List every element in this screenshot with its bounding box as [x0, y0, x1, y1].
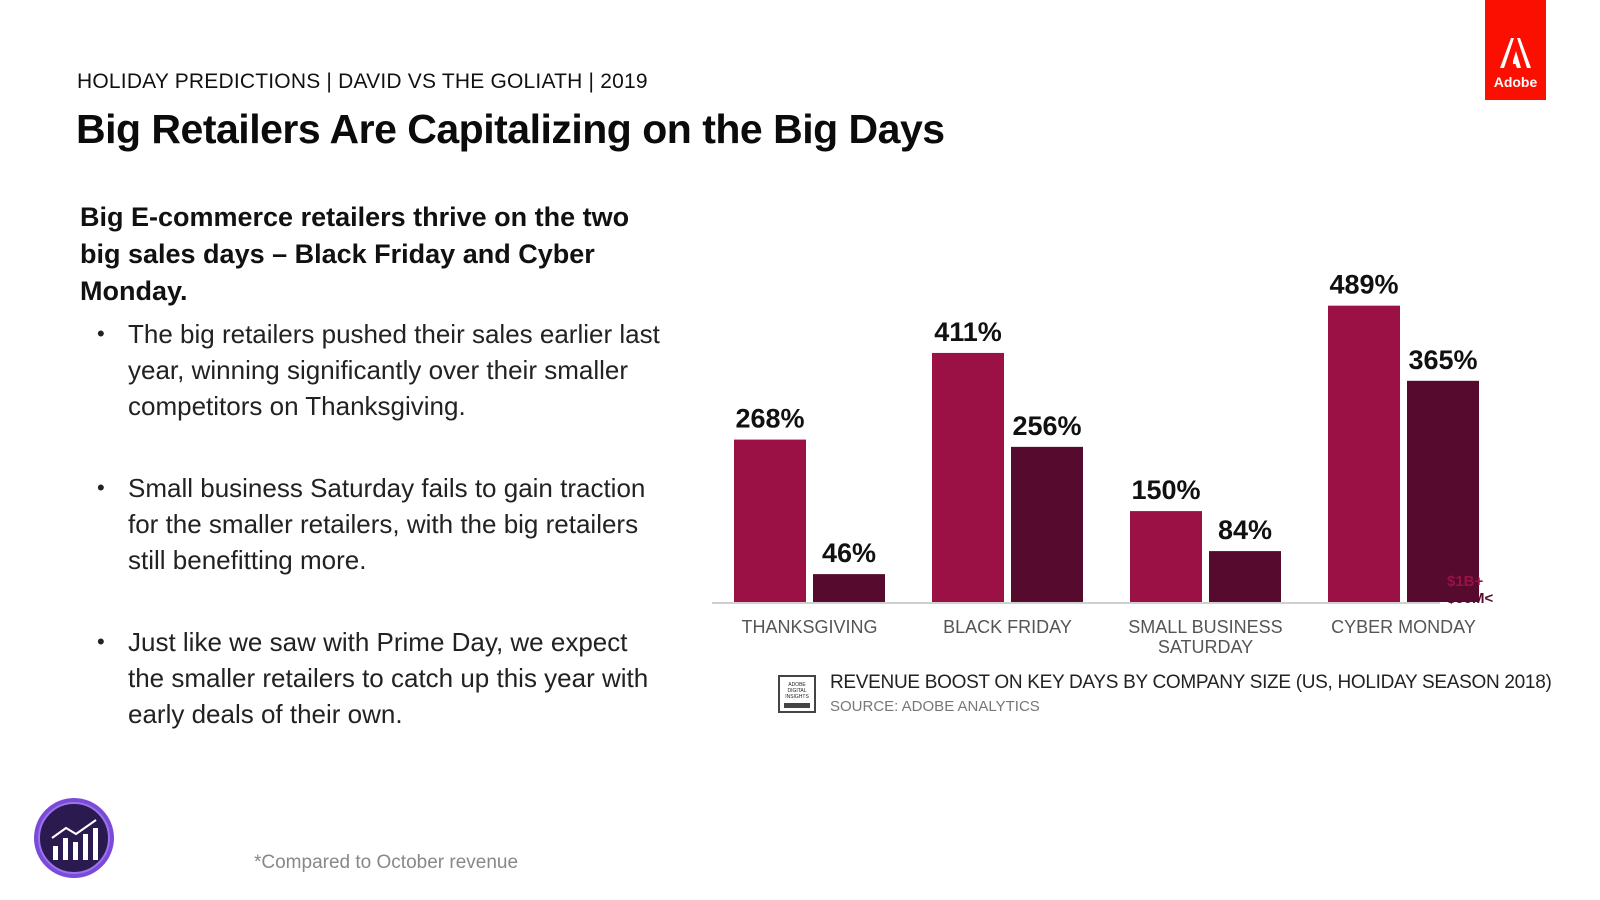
chart-source: SOURCE: ADOBE ANALYTICS [830, 698, 1040, 715]
badge-foot [784, 703, 810, 708]
bullet-marker: • [97, 475, 105, 500]
revenue-chart: 268% 46% THANKSGIVING 411% 256% BLACK FRIDAY 1… [700, 250, 1560, 730]
data-label: 256% [1012, 411, 1081, 441]
legend-entry: $1B+ [1447, 573, 1484, 590]
data-label: 150% [1131, 475, 1200, 505]
analytics-logo-icon [34, 798, 114, 878]
bullet-text: The big retailers pushed their sales ear… [128, 319, 660, 421]
badge-line: ADOBE [788, 682, 806, 688]
data-label: 365% [1408, 345, 1477, 375]
bullet-item: • Small business Saturday fails to gain … [80, 470, 660, 578]
adobe-digital-insights-badge-icon: ADOBE DIGITAL INSIGHTS [778, 675, 816, 713]
bar [1011, 446, 1083, 602]
bullet-list: • The big retailers pushed their sales e… [80, 316, 660, 778]
bar [813, 574, 885, 602]
category-label: SMALL BUSINESS [1128, 617, 1282, 637]
legend-entry: $50M< [1447, 590, 1494, 607]
category-label: CYBER MONDAY [1331, 617, 1476, 637]
bar [734, 439, 806, 602]
data-label: 411% [934, 317, 1002, 347]
data-label: 489% [1329, 270, 1398, 300]
category-label: SATURDAY [1158, 637, 1253, 657]
bullet-text: Small business Saturday fails to gain tr… [128, 473, 646, 575]
page-title: Big Retailers Are Capitalizing on the Bi… [76, 106, 945, 152]
bar [1328, 305, 1400, 602]
category-label: THANKSGIVING [741, 617, 877, 637]
bullet-item: • The big retailers pushed their sales e… [80, 316, 660, 424]
data-label: 46% [822, 538, 876, 568]
data-label: 84% [1218, 515, 1272, 545]
bar [1407, 380, 1479, 602]
bar [1130, 511, 1202, 602]
bullet-item: • Just like we saw with Prime Day, we ex… [80, 624, 660, 732]
eyebrow-text: HOLIDAY PREDICTIONS | DAVID VS THE GOLIA… [77, 70, 648, 93]
chart-title: REVENUE BOOST ON KEY DAYS BY COMPANY SIZ… [830, 672, 1552, 693]
badge-line: INSIGHTS [785, 694, 809, 700]
bar [932, 352, 1004, 602]
footnote: *Compared to October revenue [254, 852, 519, 873]
adobe-wordmark: Adobe [1493, 74, 1538, 90]
bar [1209, 551, 1281, 602]
analytics-bars-icon [38, 802, 110, 874]
bar-chart-svg: 268% 46% THANKSGIVING 411% 256% BLACK FRIDAY 1… [712, 270, 1494, 657]
bullet-text: Just like we saw with Prime Day, we expe… [128, 627, 649, 729]
bullet-marker: • [97, 629, 105, 654]
adobe-logo: Adobe [1485, 0, 1546, 100]
lead-statement: Big E-commerce retailers thrive on the t… [80, 202, 630, 306]
badge-line: DIGITAL [787, 688, 807, 694]
adobe-a-icon [1500, 38, 1531, 68]
data-label: 268% [735, 404, 804, 434]
category-label: BLACK FRIDAY [943, 617, 1072, 637]
bullet-marker: • [97, 321, 105, 346]
